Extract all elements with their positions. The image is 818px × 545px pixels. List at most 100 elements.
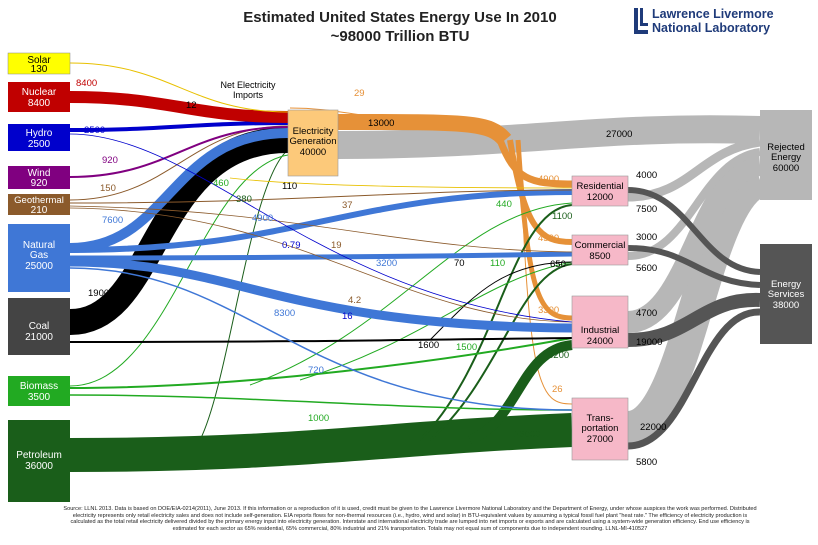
val-bio-com: 110 [490,258,505,269]
label-nuclear-value: 8400 [28,98,51,109]
label-wind-value: 920 [31,178,48,189]
flow-gas-residential [69,189,573,253]
val-elec-res: 4900 [538,174,559,185]
flow-electricity-industrial [515,139,573,321]
flow-petroleum-industrial [467,340,573,445]
box-solar [7,52,71,75]
val-res-rejected: 7500 [636,204,657,215]
box-biomass [8,376,70,406]
box-hydro [8,124,70,151]
title-line-1: Estimated United States Energy Use In 20… [243,9,557,26]
title-line-2: ~98000 Trillion BTU [330,28,470,45]
val-pet-com: 650 [550,259,566,270]
label-industrial-value: 24000 [587,336,613,347]
label-transportation-name-2: portation [582,423,619,434]
llnl-logo-mark-icon [634,8,648,34]
label-transportation-value: 27000 [587,434,613,445]
val-solar-res: 110 [282,181,297,192]
electricity-labels: Electricity Generation 40000 [289,126,336,158]
flow-hydro-electricity [69,121,289,132]
label-rejected-value: 60000 [773,163,799,174]
flow-biomass-industrial [69,337,573,389]
flow-solar-electricity [69,62,289,113]
flow-gas-electricity [69,128,289,253]
label-natural-gas-name-1: Natural [23,240,55,251]
val-solar-com: 0.79 [282,240,301,251]
label-rejected-name-1: Rejected [767,142,805,153]
sink-labels: Rejected Energy 60000 Energy Services 38… [767,142,805,311]
val-gas-com: 3200 [376,258,397,269]
box-industrial [571,295,629,349]
flow-industrial-services [627,292,761,347]
val-wind: 920 [102,155,118,166]
val-gas-res: 4900 [252,213,273,224]
box-petroleum [8,420,70,502]
val-solar: 12 [186,100,197,111]
val-bio-ind: 1500 [456,342,477,353]
sector-labels: Residential 12000 Commercial 8500 Indust… [575,181,626,445]
label-wind-name: Wind [28,168,51,179]
flow-gas-transport [69,267,573,411]
val-ind-services: 4700 [636,308,657,319]
val-coal-ind: 1600 [418,340,439,351]
val-coal-elec: 19000 [88,288,114,299]
flow-biomass-commercial [299,261,573,381]
label-rejected-name-2: Energy [771,152,801,163]
label-commercial-value: 8500 [589,251,610,262]
val-pet-res: 1100 [552,211,572,222]
val-imports: 29 [354,88,365,99]
flow-petroleum-residential [419,204,573,441]
flow-biomass-transport [69,394,573,411]
logo-line-1: Lawrence Livermore [652,7,774,21]
flow-electricity-residential [496,138,573,188]
box-residential [571,175,629,207]
box-geothermal [8,194,70,215]
label-natural-gas-value: 25000 [25,261,53,272]
val-trans-services: 5800 [636,457,657,468]
val-coal-com: 70 [454,258,465,269]
label-natural-gas-name-2: Gas [30,250,48,261]
source-footnote: Source: LLNL 2013. Data is based on DOE/… [63,506,757,532]
flow-gas-commercial [69,251,573,261]
flow-geothermal-commercial [69,205,573,253]
label-net-imports-1: Net Electricity [220,80,276,90]
label-biomass-name: Biomass [20,381,58,392]
flow-electricity-rejected [337,115,761,159]
label-biomass-value: 3500 [28,392,51,403]
box-natural-gas [8,224,70,292]
label-electricity-name-2: Generation [289,136,336,147]
label-residential-name: Residential [577,181,624,192]
box-energy-services [760,244,812,344]
label-petroleum-name: Petroleum [16,450,62,461]
flow-commercial-services [627,245,761,288]
label-coal-name: Coal [29,321,50,332]
llnl-logo: Lawrence Livermore National Laboratory [634,7,810,37]
label-transportation-name-1: Trans- [586,413,613,424]
val-trans-rejected: 22000 [640,422,666,433]
label-services-name-1: Energy [771,279,801,290]
val-pet-elec: 380 [236,194,252,205]
label-geothermal-name: Geothermal [14,195,64,206]
val-pet-ind: 8200 [548,350,569,361]
flow-electricity-commercial [507,139,573,245]
source-boxes [7,52,71,502]
label-solar-name: Solar [27,55,51,66]
flow-coal-industrial [69,337,573,343]
val-com-services: 3000 [636,232,657,243]
val-nuclear: 8400 [76,78,97,89]
flow-geothermal-industrial [69,207,573,323]
val-gas-trans: 720 [308,365,324,376]
label-residential-value: 12000 [587,192,613,203]
val-gas-elec: 7600 [102,215,123,226]
box-rejected-energy [760,110,812,200]
label-industrial-name: Industrial [581,325,620,336]
box-electricity-generation [287,109,339,177]
label-petroleum-value: 36000 [25,461,53,472]
label-electricity-value: 40000 [300,147,326,158]
label-hydro-value: 2500 [28,139,51,150]
flow-petroleum-transport [69,413,573,472]
label-geothermal-value: 210 [31,205,48,216]
label-net-imports-2: Imports [233,90,264,100]
flow-nuclear-electricity [69,91,289,123]
